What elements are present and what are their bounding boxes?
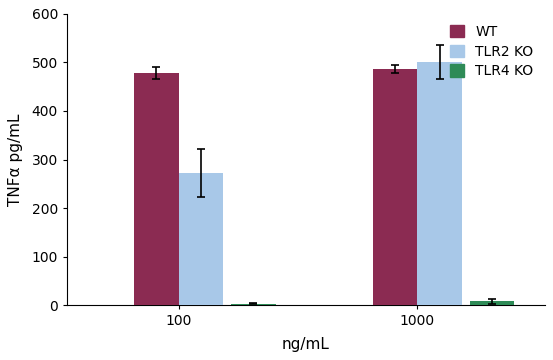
Bar xyxy=(373,69,418,305)
Legend: WT, TLR2 KO, TLR4 KO: WT, TLR2 KO, TLR4 KO xyxy=(446,21,538,82)
Bar xyxy=(179,173,223,305)
Bar xyxy=(231,304,275,305)
Bar xyxy=(470,301,514,305)
Bar xyxy=(418,62,462,305)
Bar xyxy=(134,73,179,305)
X-axis label: ng/mL: ng/mL xyxy=(282,337,330,352)
Y-axis label: TNFα pg/mL: TNFα pg/mL xyxy=(8,113,23,206)
